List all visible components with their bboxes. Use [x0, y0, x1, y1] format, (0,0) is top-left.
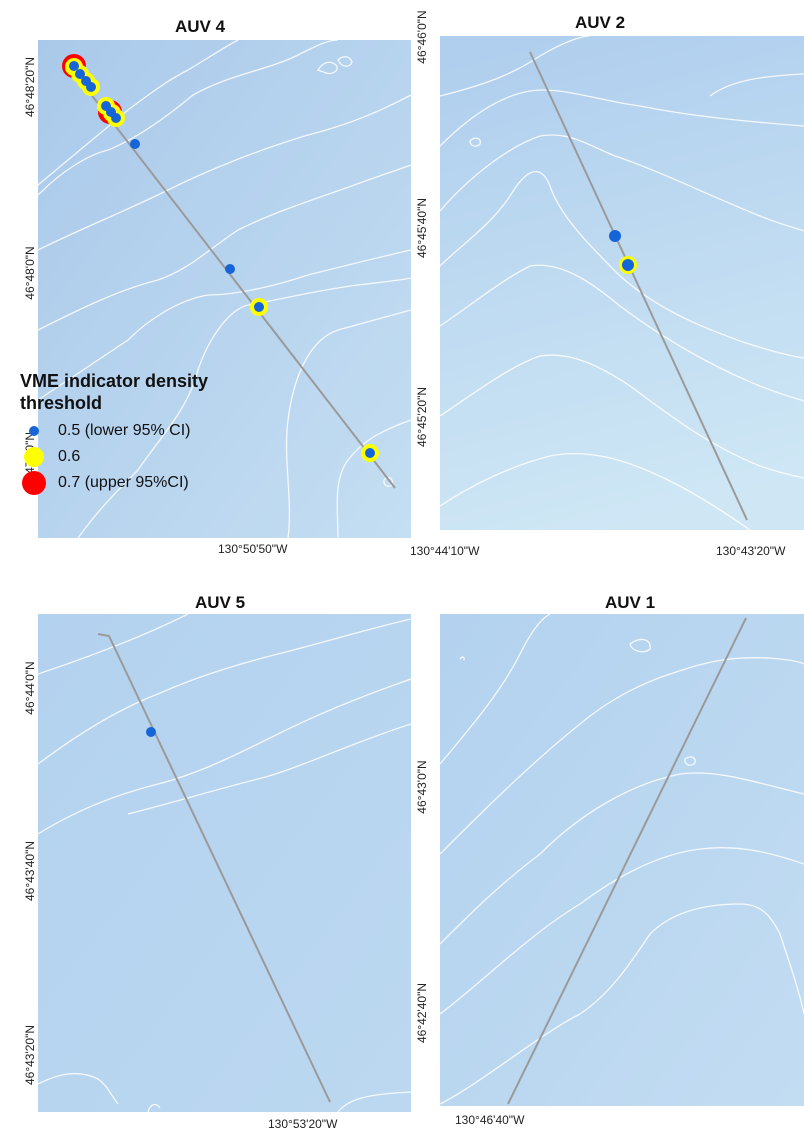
blue-dot-marker	[130, 139, 140, 149]
auv5-lat-tick: 46°43'40"N	[23, 840, 37, 902]
bathymetry-contours	[38, 614, 411, 1112]
legend-title-line2: threshold	[20, 393, 103, 413]
blue-dot-marker	[622, 259, 634, 271]
auv1-track	[507, 617, 747, 1105]
auv2-lat-tick: 46°46'0"N	[415, 10, 429, 64]
auv4-track	[65, 61, 396, 489]
auv4-lat-tick: 46°48'20"N	[23, 56, 37, 118]
auv1-lat-tick: 46°42'40"N	[415, 982, 429, 1044]
auv2-lat-tick: 46°45'20"N	[415, 386, 429, 448]
auv4-blue-markers	[69, 61, 375, 458]
auv1-lat-tick: 46°43'0"N	[415, 760, 429, 814]
auv2-map[interactable]	[440, 36, 804, 530]
blue-dot-marker	[75, 69, 85, 79]
auv5-track	[97, 633, 331, 1103]
blue-dot-marker	[146, 727, 156, 737]
auv1-lon-tick: 130°46'40"W	[455, 1113, 525, 1127]
auv4-title: AUV 4	[174, 17, 226, 36]
auv2-lat-tick: 46°45'40"N	[415, 197, 429, 259]
auv5-lat-tick: 46°43'20"N	[23, 1024, 37, 1086]
bathymetry-contours	[440, 614, 804, 1105]
legend-item: 0.5 (lower 95% CI)	[20, 418, 320, 444]
auv4-map[interactable]	[38, 40, 411, 538]
auv1-map[interactable]	[440, 614, 804, 1106]
blue-dot-icon	[20, 418, 48, 444]
blue-dot-marker	[254, 302, 264, 312]
auv5-lon-tick: 130°53'20"W	[268, 1117, 338, 1131]
blue-dot-marker	[365, 448, 375, 458]
legend-item-label: 0.5 (lower 95% CI)	[58, 422, 191, 439]
auv2-lon-tick: 130°44'10"W	[410, 544, 480, 558]
auv4-lat-tick: 46°48'0"N	[23, 246, 37, 300]
legend-item-label: 0.6	[58, 448, 81, 465]
auv2-lon-tick: 130°43'20"W	[716, 544, 786, 558]
sea-background	[38, 614, 411, 1112]
auv5-title: AUV 5	[194, 593, 246, 612]
auv5-lat-tick: 46°44'0"N	[23, 661, 37, 715]
legend-title-line1: VME indicator density	[20, 371, 209, 391]
blue-dot-marker	[111, 113, 121, 123]
legend-item: 0.6	[20, 444, 320, 470]
bathymetry-contours	[440, 36, 804, 530]
yellow-circle-icon	[20, 444, 48, 470]
auv1-title: AUV 1	[604, 593, 656, 612]
auv2-title: AUV 2	[574, 13, 626, 32]
blue-dot-marker	[69, 61, 79, 71]
auv2-track	[529, 51, 748, 521]
auv5-map[interactable]	[38, 614, 411, 1112]
sea-background	[440, 36, 804, 530]
legend-title: VME indicator density threshold	[20, 370, 320, 414]
bathymetry-contours	[38, 40, 411, 538]
blue-dot-marker	[86, 82, 96, 92]
legend-item-label: 0.7 (upper 95%CI)	[58, 474, 189, 491]
blue-dot-marker	[225, 264, 235, 274]
legend-item: 0.7 (upper 95%CI)	[20, 470, 320, 496]
legend: VME indicator density threshold 0.5 (low…	[20, 370, 320, 496]
auv4-lon-tick: 130°50'50"W	[218, 542, 288, 556]
sea-background	[440, 614, 804, 1106]
blue-dot-marker	[609, 230, 621, 242]
red-circle-icon	[20, 470, 48, 496]
